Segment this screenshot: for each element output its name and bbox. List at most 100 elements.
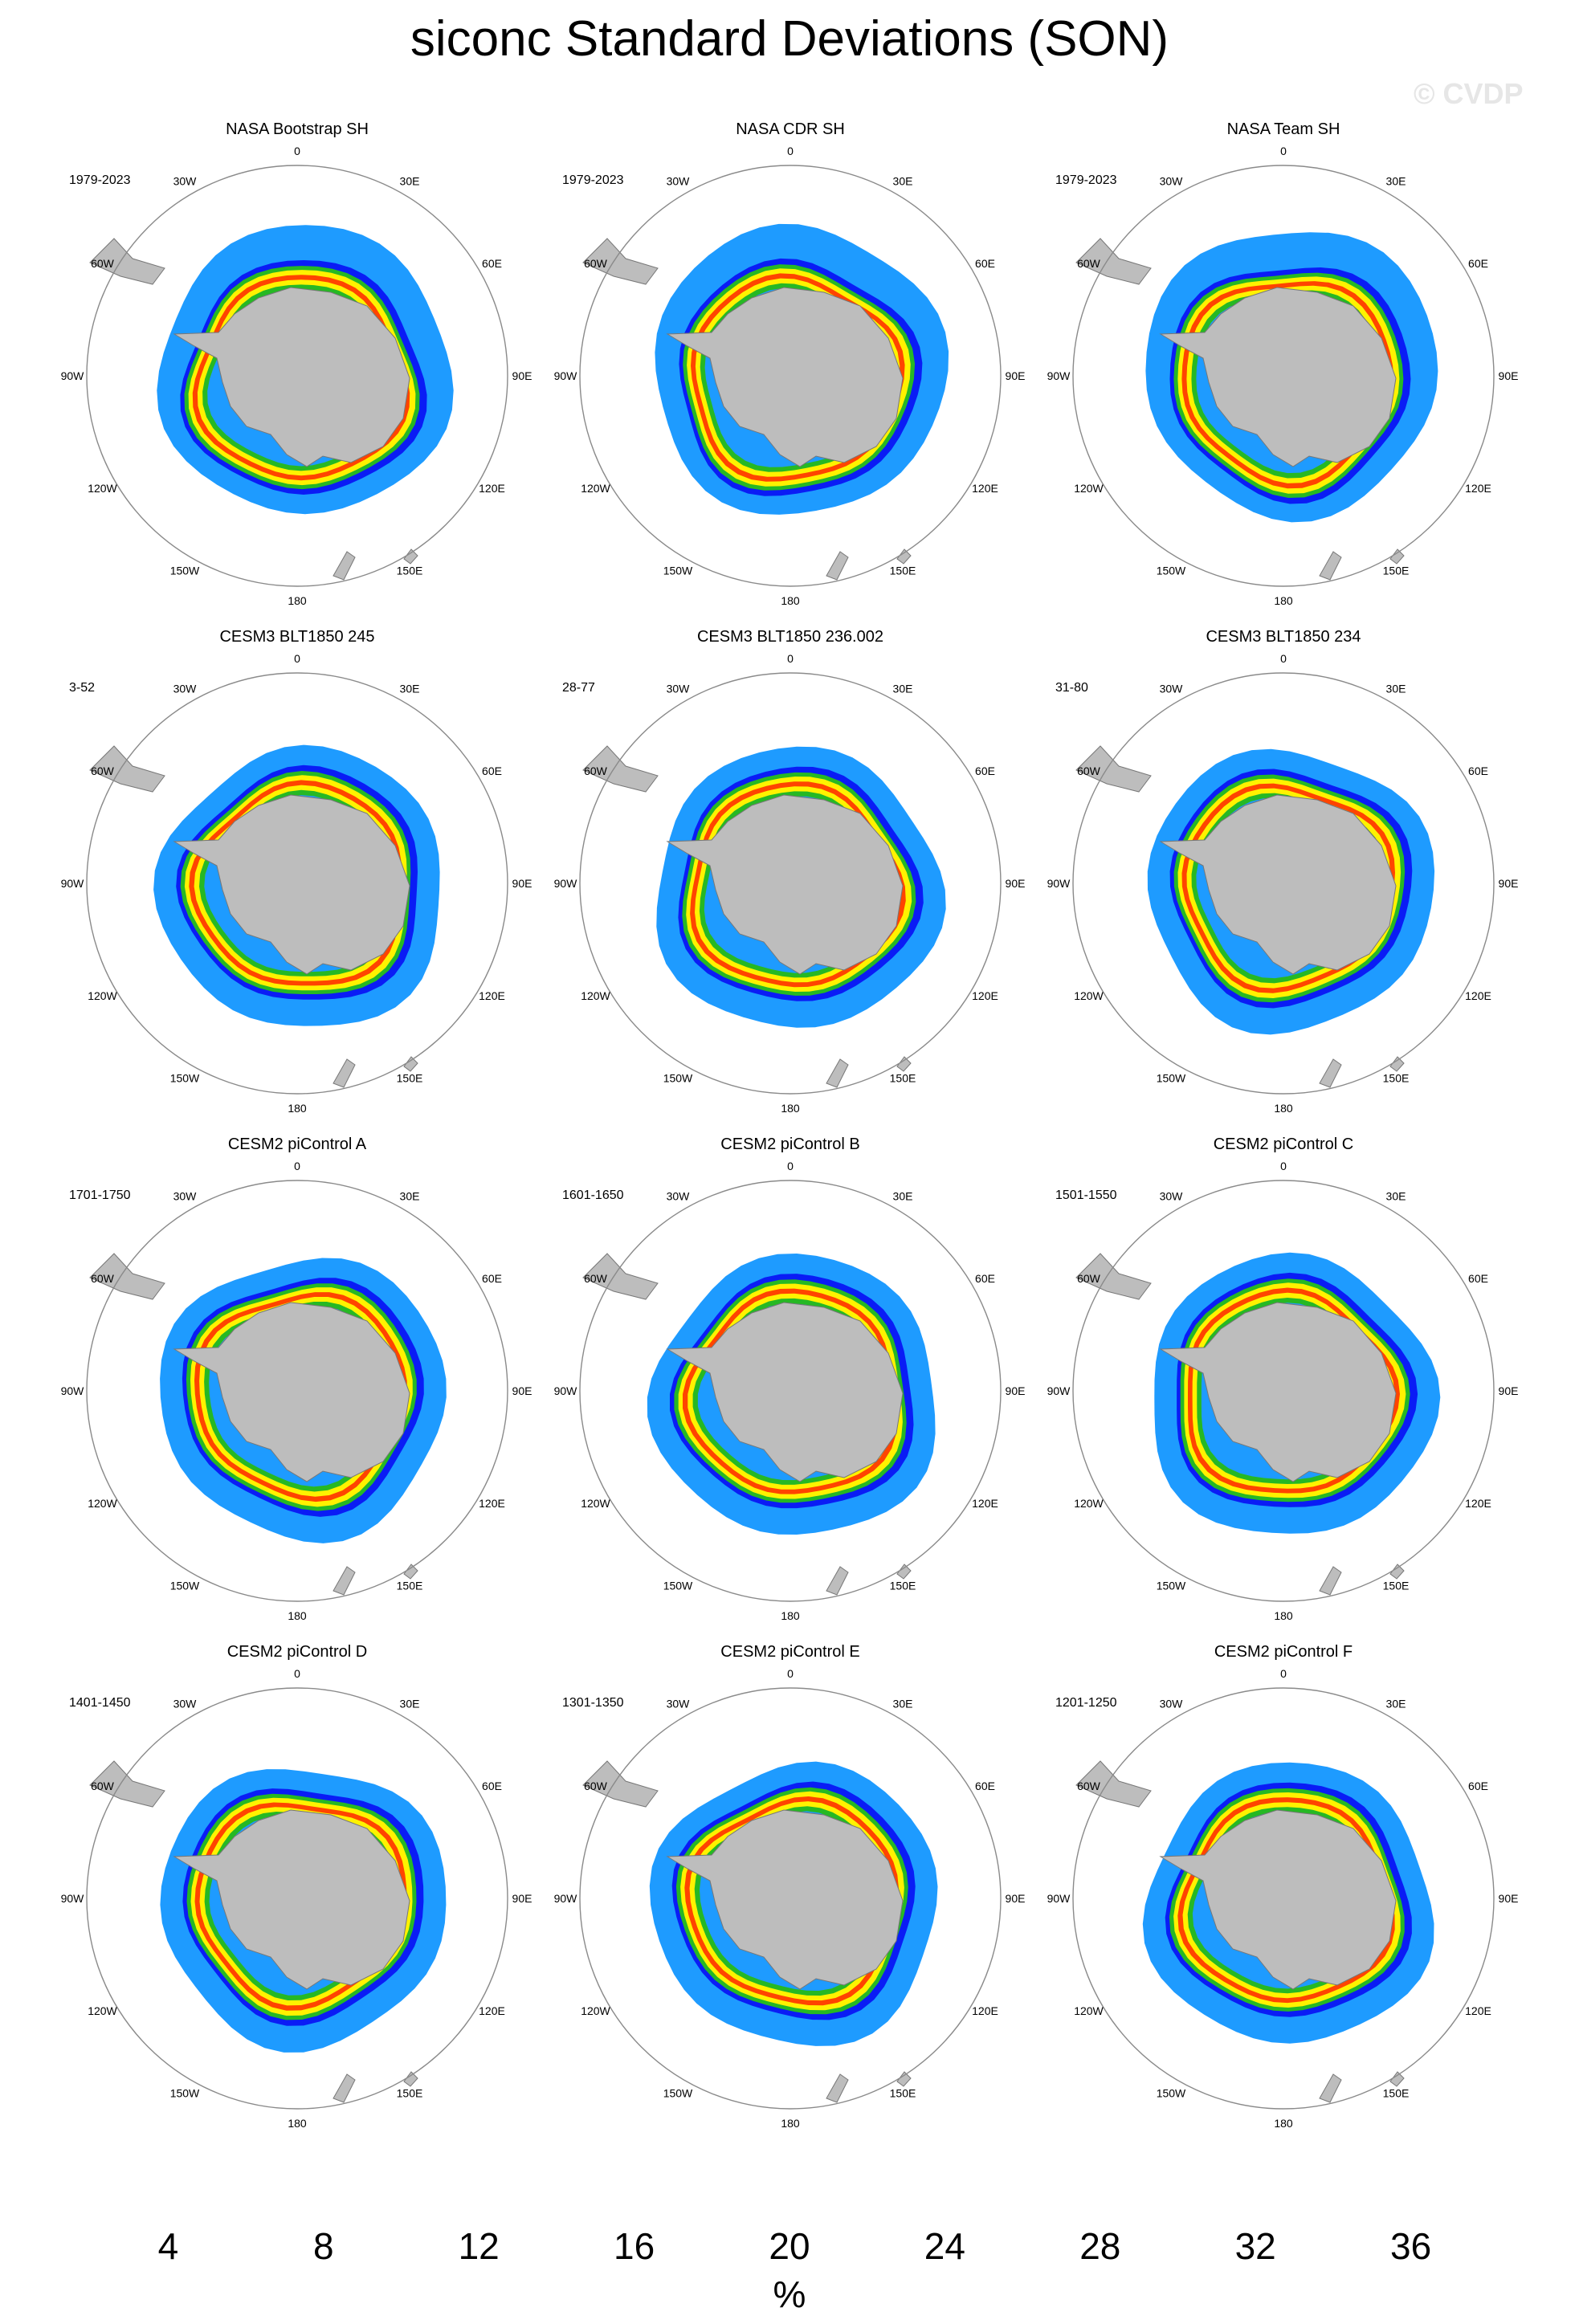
longitude-label: 120W xyxy=(88,482,117,495)
longitude-label: 60E xyxy=(482,1780,502,1792)
longitude-label: 0 xyxy=(787,652,794,665)
longitude-label: 180 xyxy=(1274,594,1293,607)
longitude-label: 0 xyxy=(787,1160,794,1172)
polar-map: 0 30E 60E 90E 120E 150E 180 150W 120W 90W 60W 30W xyxy=(61,145,532,607)
longitude-label: 60E xyxy=(1468,257,1488,270)
longitude-label: 180 xyxy=(288,1102,307,1115)
longitude-label: 30E xyxy=(400,1190,420,1203)
new-zealand-landmass xyxy=(1319,1566,1342,1596)
longitude-label: 90E xyxy=(512,877,532,890)
panel-title: CESM2 piControl E xyxy=(720,1643,860,1661)
south-america-landmass xyxy=(582,745,659,793)
longitude-label: 60W xyxy=(584,764,608,777)
map-boundary xyxy=(579,672,1002,1095)
new-zealand-landmass xyxy=(1319,551,1342,581)
longitude-label: 0 xyxy=(294,652,300,665)
longitude-label: 120W xyxy=(1074,1497,1104,1510)
longitude-label: 120E xyxy=(479,989,505,1002)
longitude-label: 90E xyxy=(1006,877,1026,890)
panel-years: 1701-1750 xyxy=(69,1189,131,1202)
panel-title: CESM3 BLT1850 245 xyxy=(219,628,375,646)
longitude-label: 180 xyxy=(1274,1102,1293,1115)
panel-title: NASA Team SH xyxy=(1226,120,1340,138)
colorbar-tick-label: 24 xyxy=(924,2225,965,2267)
longitude-label: 30E xyxy=(893,1190,913,1203)
longitude-label: 120W xyxy=(1074,989,1104,1002)
panel-title: NASA CDR SH xyxy=(736,120,845,138)
colorbar-tick-label: 20 xyxy=(769,2225,810,2267)
longitude-label: 90W xyxy=(554,877,578,890)
tasmania-landmass xyxy=(1389,548,1405,565)
map-panel: CESM2 piControl E 0 30E 60E 90E 120E 150E 180 15… xyxy=(549,1643,1031,2141)
longitude-label: 0 xyxy=(294,1667,300,1680)
polar-map: 0 30E 60E 90E 120E 150E 180 150W 120W 90W 60W 30W xyxy=(554,145,1026,607)
new-zealand-landmass xyxy=(333,2073,356,2103)
longitude-label: 150W xyxy=(663,2087,693,2100)
longitude-label: 60E xyxy=(975,257,995,270)
tasmania-landmass xyxy=(403,1056,418,1072)
longitude-label: 90W xyxy=(61,877,85,890)
panel-title: CESM2 piControl F xyxy=(1214,1643,1353,1661)
map-panel: NASA Bootstrap SH 0 30E 60E 90E 120E 150E 180 15… xyxy=(56,120,538,618)
longitude-label: 120E xyxy=(972,1497,998,1510)
longitude-label: 90E xyxy=(1499,1384,1519,1397)
south-america-landmass xyxy=(89,238,165,285)
map-boundary xyxy=(579,1687,1002,2110)
tasmania-landmass xyxy=(403,1564,418,1580)
longitude-label: 0 xyxy=(1280,652,1287,665)
longitude-label: 30W xyxy=(173,683,198,695)
longitude-label: 150W xyxy=(663,1580,693,1592)
longitude-label: 120E xyxy=(479,1497,505,1510)
longitude-label: 120W xyxy=(1074,2004,1104,2017)
new-zealand-landmass xyxy=(826,1058,849,1088)
longitude-label: 150E xyxy=(890,1580,916,1592)
south-america-landmass xyxy=(1075,1253,1152,1300)
new-zealand-landmass xyxy=(333,551,356,581)
longitude-label: 90W xyxy=(554,1892,578,1905)
longitude-label: 150W xyxy=(1157,565,1186,577)
longitude-label: 120W xyxy=(1074,482,1104,495)
longitude-label: 120W xyxy=(581,989,610,1002)
polar-map: 0 30E 60E 90E 120E 150E 180 150W 120W 90W 60W 30W xyxy=(61,1160,532,1622)
panel-title: CESM2 piControl C xyxy=(1213,1135,1354,1153)
south-america-landmass xyxy=(1075,1760,1152,1808)
longitude-label: 90W xyxy=(61,369,85,382)
longitude-label: 0 xyxy=(1280,1160,1287,1172)
south-america-landmass xyxy=(582,238,659,285)
longitude-label: 180 xyxy=(1274,2117,1293,2130)
new-zealand-landmass xyxy=(826,1566,849,1596)
panel-years: 1301-1350 xyxy=(562,1696,624,1710)
longitude-label: 120W xyxy=(88,1497,117,1510)
longitude-label: 90W xyxy=(554,1384,578,1397)
longitude-label: 30W xyxy=(173,1190,198,1203)
longitude-label: 150W xyxy=(170,565,200,577)
colorbar-tick-label: 4 xyxy=(157,2225,179,2267)
longitude-label: 180 xyxy=(781,1609,800,1622)
tasmania-landmass xyxy=(896,1564,912,1580)
panel-title: NASA Bootstrap SH xyxy=(226,120,369,138)
longitude-label: 90W xyxy=(1047,1892,1071,1905)
longitude-label: 150W xyxy=(170,1580,200,1592)
map-panel: NASA Team SH 0 30E 60E 90E 120E 150E 180 150W 120… xyxy=(1042,120,1524,618)
map-panel: CESM2 piControl B 0 30E 60E 90E 120E 150E 180 15… xyxy=(549,1135,1031,1633)
longitude-label: 30W xyxy=(173,1698,198,1710)
antarctica-landmass xyxy=(173,287,410,467)
longitude-label: 90E xyxy=(1006,1892,1026,1905)
longitude-label: 0 xyxy=(1280,145,1287,157)
colorbar-tick-label: 16 xyxy=(614,2225,655,2267)
longitude-label: 60W xyxy=(91,1780,115,1792)
panel-years: 1979-2023 xyxy=(69,173,131,187)
longitude-label: 180 xyxy=(781,594,800,607)
polar-map: 0 30E 60E 90E 120E 150E 180 150W 120W 90W 60W 30W xyxy=(61,652,532,1115)
watermark: © CVDP xyxy=(1414,77,1524,110)
polar-map: 0 30E 60E 90E 120E 150E 180 150W 120W 90W 60W 30W xyxy=(1047,652,1519,1115)
panel-title: CESM2 piControl D xyxy=(226,1643,368,1661)
longitude-label: 120W xyxy=(88,2004,117,2017)
south-america-landmass xyxy=(1075,745,1152,793)
new-zealand-landmass xyxy=(1319,2073,1342,2103)
longitude-label: 90W xyxy=(554,369,578,382)
longitude-label: 150W xyxy=(170,2087,200,2100)
longitude-label: 0 xyxy=(787,1667,794,1680)
map-boundary xyxy=(1072,672,1495,1095)
longitude-label: 0 xyxy=(1280,1667,1287,1680)
